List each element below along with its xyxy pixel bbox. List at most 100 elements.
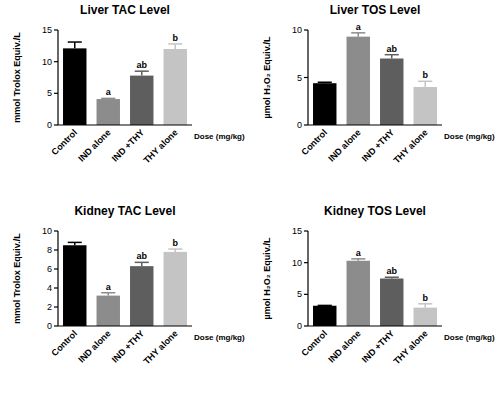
x-axis bbox=[58, 325, 192, 326]
error-bar bbox=[135, 262, 149, 266]
title: Kidney TAC Level bbox=[74, 204, 175, 218]
significance-letter: a bbox=[106, 87, 112, 97]
error-bar bbox=[318, 82, 332, 84]
y-tick-label: 5 bbox=[297, 289, 302, 299]
y-tick bbox=[304, 77, 308, 78]
y-tick-label: 10 bbox=[42, 57, 52, 67]
y-tick-label: 0 bbox=[47, 321, 52, 331]
title: Liver TAC Level bbox=[80, 3, 170, 17]
x-tick-label: Control bbox=[49, 328, 79, 358]
error-bar bbox=[351, 259, 365, 261]
bar bbox=[97, 296, 120, 326]
y-tick bbox=[304, 294, 308, 295]
error-cap bbox=[351, 32, 365, 34]
y-axis bbox=[57, 30, 58, 125]
title: Liver TOS Level bbox=[330, 3, 421, 17]
y-tick bbox=[304, 29, 308, 30]
significance-letter: b bbox=[173, 33, 179, 43]
x-axis-label: Dose (mg/kg) bbox=[444, 132, 495, 141]
error-cap bbox=[351, 258, 365, 260]
chart-panel: Kidney TOS Levelµmol H₂O₂ Equiv./LContro… bbox=[262, 204, 495, 366]
y-tick bbox=[54, 325, 58, 326]
error-bar bbox=[418, 304, 432, 308]
y-tick-label: 8 bbox=[47, 245, 52, 255]
x-axis-label: Dose (mg/kg) bbox=[444, 333, 495, 342]
figure: Liver TAC Level mmol Trolox Equiv./L Contr… bbox=[0, 0, 500, 402]
y-tick bbox=[54, 93, 58, 94]
error-bar bbox=[135, 71, 149, 75]
y-axis-label: µmol H₂O₂ Equiv./L bbox=[262, 237, 272, 320]
x-axis bbox=[308, 124, 442, 125]
y-tick bbox=[54, 61, 58, 62]
error-cap bbox=[101, 98, 115, 100]
y-axis bbox=[307, 231, 308, 326]
x-tick-label: THY alone bbox=[142, 328, 180, 366]
bar bbox=[347, 261, 370, 326]
error-cap bbox=[135, 70, 149, 72]
error-bar bbox=[68, 242, 82, 245]
y-tick-label: 10 bbox=[292, 258, 302, 268]
significance-letter: ab bbox=[386, 266, 397, 276]
y-tick bbox=[304, 124, 308, 125]
x-tick-label: IND alone bbox=[326, 127, 362, 163]
y-tick bbox=[54, 268, 58, 269]
error-bar bbox=[351, 33, 365, 37]
bar bbox=[97, 99, 120, 125]
error-bar bbox=[318, 305, 332, 306]
x-tick-label: THY alone bbox=[392, 127, 430, 165]
error-bar bbox=[68, 42, 82, 48]
y-tick-label: 10 bbox=[42, 226, 52, 236]
significance-letter: ab bbox=[136, 251, 147, 261]
significance-letter: a bbox=[356, 248, 362, 258]
x-axis-label: Dose (mg/kg) bbox=[194, 132, 245, 141]
bar bbox=[164, 252, 187, 326]
error-cap bbox=[68, 41, 82, 43]
bars bbox=[313, 33, 437, 125]
error-bar bbox=[385, 277, 399, 278]
error-bar bbox=[168, 249, 182, 252]
y-tick-label: 5 bbox=[297, 73, 302, 83]
error-bar bbox=[101, 293, 115, 296]
bars bbox=[63, 42, 187, 125]
error-cap bbox=[318, 305, 332, 307]
bar bbox=[414, 308, 437, 326]
significance-letter: a bbox=[106, 282, 112, 292]
significance-letter: b bbox=[423, 70, 429, 80]
y-tick bbox=[304, 325, 308, 326]
error-bar bbox=[101, 98, 115, 100]
y-tick-label: 15 bbox=[42, 25, 52, 35]
error-cap bbox=[385, 276, 399, 278]
bar bbox=[130, 266, 153, 326]
error-cap bbox=[135, 262, 149, 264]
bars bbox=[63, 242, 187, 326]
error-cap bbox=[385, 54, 399, 56]
error-cap bbox=[418, 81, 432, 83]
significance-letter: b bbox=[423, 293, 429, 303]
error-cap bbox=[168, 248, 182, 250]
bar bbox=[414, 87, 437, 125]
y-axis-label: µmol H₂O₂ Equiv./L bbox=[262, 36, 272, 119]
x-tick-label: IND alone bbox=[76, 328, 112, 364]
x-tick-label: Control bbox=[299, 127, 329, 157]
error-bar bbox=[168, 44, 182, 49]
error-stem bbox=[175, 44, 177, 49]
bar bbox=[164, 49, 187, 125]
significance-letter: ab bbox=[386, 44, 397, 54]
chart-panel: Kidney TAC Level mmol Trolox Equiv./L Cont… bbox=[12, 204, 245, 366]
y-tick bbox=[54, 124, 58, 125]
y-tick-label: 5 bbox=[47, 88, 52, 98]
bar bbox=[130, 76, 153, 125]
error-stem bbox=[425, 81, 427, 87]
y-tick bbox=[54, 287, 58, 288]
y-axis bbox=[57, 231, 58, 326]
y-tick-label: 4 bbox=[47, 283, 52, 293]
significance-letter: b bbox=[173, 238, 179, 248]
significance-letter: ab bbox=[136, 60, 147, 70]
x-tick-label: THY alone bbox=[142, 127, 180, 165]
y-axis-label: mmol Trolox Equiv./L bbox=[12, 233, 22, 324]
x-axis bbox=[308, 325, 442, 326]
y-tick bbox=[304, 262, 308, 263]
x-tick-label: Control bbox=[49, 127, 79, 157]
error-cap bbox=[318, 82, 332, 84]
x-tick-label: IND alone bbox=[326, 328, 362, 364]
